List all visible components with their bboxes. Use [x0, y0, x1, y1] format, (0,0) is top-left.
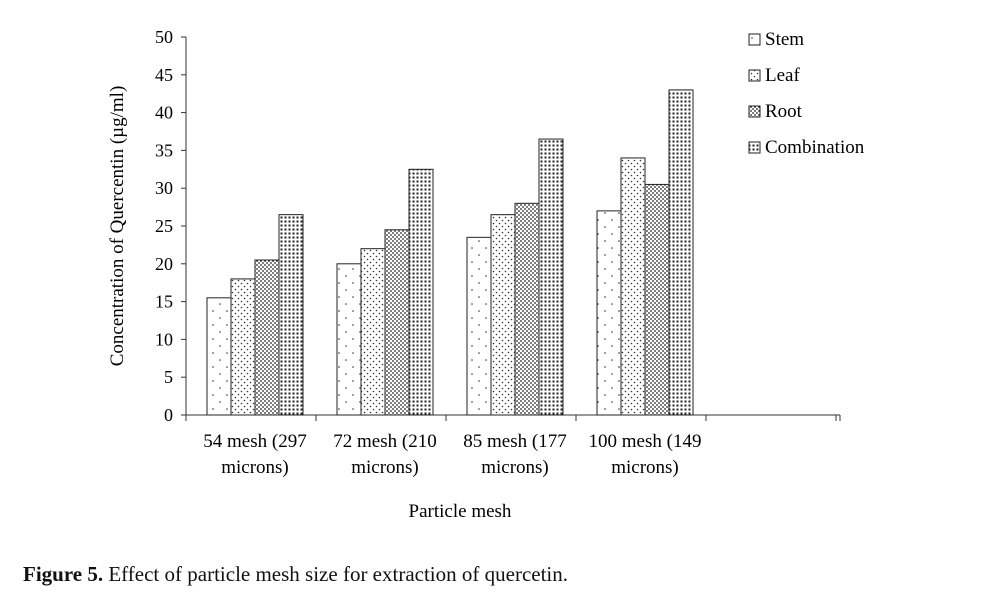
bar-root-1	[384, 229, 410, 416]
bar-leaf-1	[360, 248, 386, 416]
x-tick-labels: 54 mesh (297 microns) 72 mesh (210 microns)…	[203, 431, 701, 478]
x-tick-label: 100 mesh (149	[589, 431, 702, 452]
bar-chart: 0 5 10 15 20 25 30 35 40 45 50 54 mesh (297 microns…	[107, 27, 865, 522]
y-tick-label: 25	[155, 216, 173, 236]
bar-root-2	[514, 202, 540, 416]
bar-combination-0	[278, 214, 304, 416]
bar-combination-2	[538, 138, 564, 416]
bar-series-group	[206, 89, 694, 416]
y-tick-label: 30	[155, 178, 173, 198]
legend-swatch-stem	[748, 33, 761, 46]
bar-stem-3	[596, 210, 622, 416]
y-axis-label: Concentration of Quercentin (µg/ml)	[107, 86, 128, 367]
bar-stem-2	[466, 236, 492, 416]
caption-text: Effect of particle mesh size for extract…	[103, 562, 569, 586]
x-tick-label: microns)	[611, 457, 679, 478]
chart-legend: Stem Leaf Root Combination	[748, 29, 865, 158]
y-tick-label: 40	[155, 103, 173, 123]
y-tick-label: 10	[155, 329, 173, 349]
legend-label-stem: Stem	[765, 29, 804, 50]
legend-swatch-combination	[748, 141, 761, 154]
y-tick-label: 15	[155, 292, 173, 312]
legend-swatch-root	[748, 105, 761, 118]
bar-stem-0	[206, 297, 232, 416]
bar-leaf-0	[230, 278, 256, 416]
x-tick-label: 54 mesh (297	[203, 431, 306, 452]
bar-stem-1	[336, 263, 362, 416]
bar-leaf-2	[490, 214, 516, 416]
legend-swatch-leaf	[748, 69, 761, 82]
bar-combination-1	[408, 168, 434, 416]
bar-leaf-3	[620, 157, 646, 416]
x-tick-label: 85 mesh (177	[463, 431, 566, 452]
legend-label-leaf: Leaf	[765, 65, 800, 86]
legend-label-combination: Combination	[765, 137, 865, 158]
y-tick-label: 5	[164, 367, 173, 387]
y-tick-label: 0	[164, 405, 173, 425]
y-tick-label: 20	[155, 254, 173, 274]
figure-caption: Figure 5. Effect of particle mesh size f…	[23, 562, 568, 587]
y-tick-label: 45	[155, 65, 173, 85]
x-axis-label: Particle mesh	[409, 501, 512, 522]
bar-root-3	[644, 183, 670, 416]
caption-label: Figure 5.	[23, 562, 104, 586]
x-tick-label: microns)	[481, 457, 549, 478]
y-tick-label: 35	[155, 140, 173, 160]
legend-label-root: Root	[765, 101, 803, 122]
y-tick-label: 50	[155, 27, 173, 47]
x-tick-label: microns)	[351, 457, 419, 478]
bar-root-0	[254, 259, 280, 416]
bar-combination-3	[668, 89, 694, 416]
x-tick-label: 72 mesh (210	[333, 431, 436, 452]
x-tick-label: microns)	[221, 457, 289, 478]
